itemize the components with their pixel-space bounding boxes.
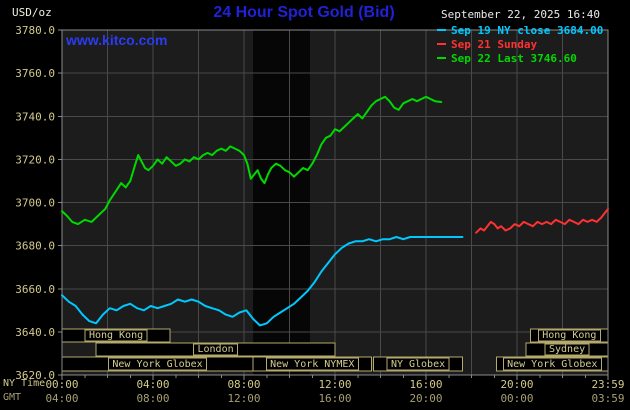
session-label-box [108, 357, 208, 371]
y-axis-label: 3620.0 [15, 369, 55, 382]
gmt-axis-label: GMT [3, 392, 22, 403]
x-axis-label-ny: 23:59 [591, 378, 624, 391]
x-axis-label-gmt: 04:00 [45, 392, 78, 405]
kitco-website-link[interactable]: www.kitco.com [66, 32, 168, 48]
x-axis-label-ny: 16:00 [409, 378, 442, 391]
series-line-sep-21-sunday [475, 208, 609, 234]
x-axis-label-gmt: 08:00 [136, 392, 169, 405]
x-axis-label-gmt: 20:00 [409, 392, 442, 405]
session-label: Sydney [549, 344, 585, 355]
session-label-box [386, 357, 450, 371]
y-axis-label: 3740.0 [15, 110, 55, 123]
y-axis-label: 3780.0 [15, 24, 55, 37]
chart-datetime: September 22, 2025 16:40 [441, 8, 600, 21]
y-axis-label: 3720.0 [15, 153, 55, 166]
x-axis-label-gmt: 03:59 [591, 392, 624, 405]
x-axis-label-ny: 12:00 [318, 378, 351, 391]
chart-title: 24 Hour Spot Gold (Bid) [213, 4, 395, 21]
x-axis-label-ny: 08:00 [227, 378, 260, 391]
y-axis-units-label: USD/oz [12, 6, 52, 19]
legend-item-sep22: Sep 22 Last 3746.60 [437, 52, 603, 66]
x-axis-label-gmt: 16:00 [318, 392, 351, 405]
x-axis-label-ny: 00:00 [45, 378, 78, 391]
y-axis-label: 3660.0 [15, 283, 55, 296]
y-axis-label: 3640.0 [15, 326, 55, 339]
legend-dash-icon [437, 29, 446, 31]
ny-time-axis-label: NY Time [3, 378, 46, 389]
legend-item-sep21: Sep 21 Sunday [437, 38, 603, 52]
y-axis-label: 3700.0 [15, 197, 55, 210]
x-axis-label-gmt: 00:00 [500, 392, 533, 405]
x-axis-label-ny: 04:00 [136, 378, 169, 391]
legend-label: Sep 22 Last 3746.60 [451, 52, 577, 65]
series-line-sep-19-ny-close [61, 236, 464, 327]
session-label-box [502, 357, 602, 371]
session-label: New York Globex [507, 359, 597, 370]
x-axis-label-gmt: 12:00 [227, 392, 260, 405]
legend: Sep 19 NY close 3684.00 Sep 21 Sunday Se… [437, 24, 603, 66]
session-label-box [84, 329, 148, 342]
session-label-box [537, 329, 601, 342]
session-label: London [198, 344, 234, 355]
session-label-box [265, 357, 359, 371]
legend-label: Sep 19 NY close 3684.00 [451, 24, 604, 37]
y-axis-label: 3760.0 [15, 67, 55, 80]
session-label: New York Globex [112, 359, 202, 370]
session-label: Hong Kong [89, 330, 143, 341]
legend-item-sep19: Sep 19 NY close 3684.00 [437, 24, 603, 38]
series-line-sep-22-last [61, 95, 443, 226]
session-label: Hong Kong [542, 330, 596, 341]
y-axis-label: 3680.0 [15, 240, 55, 253]
session-label: NY Globex [391, 359, 445, 370]
session-label-box [544, 343, 590, 356]
x-axis-label-ny: 20:00 [500, 378, 533, 391]
legend-dash-icon [437, 57, 446, 59]
session-label: New York NYMEX [270, 359, 354, 370]
session-label-box [193, 343, 239, 356]
legend-label: Sep 21 Sunday [451, 38, 538, 51]
legend-dash-icon [437, 43, 446, 45]
